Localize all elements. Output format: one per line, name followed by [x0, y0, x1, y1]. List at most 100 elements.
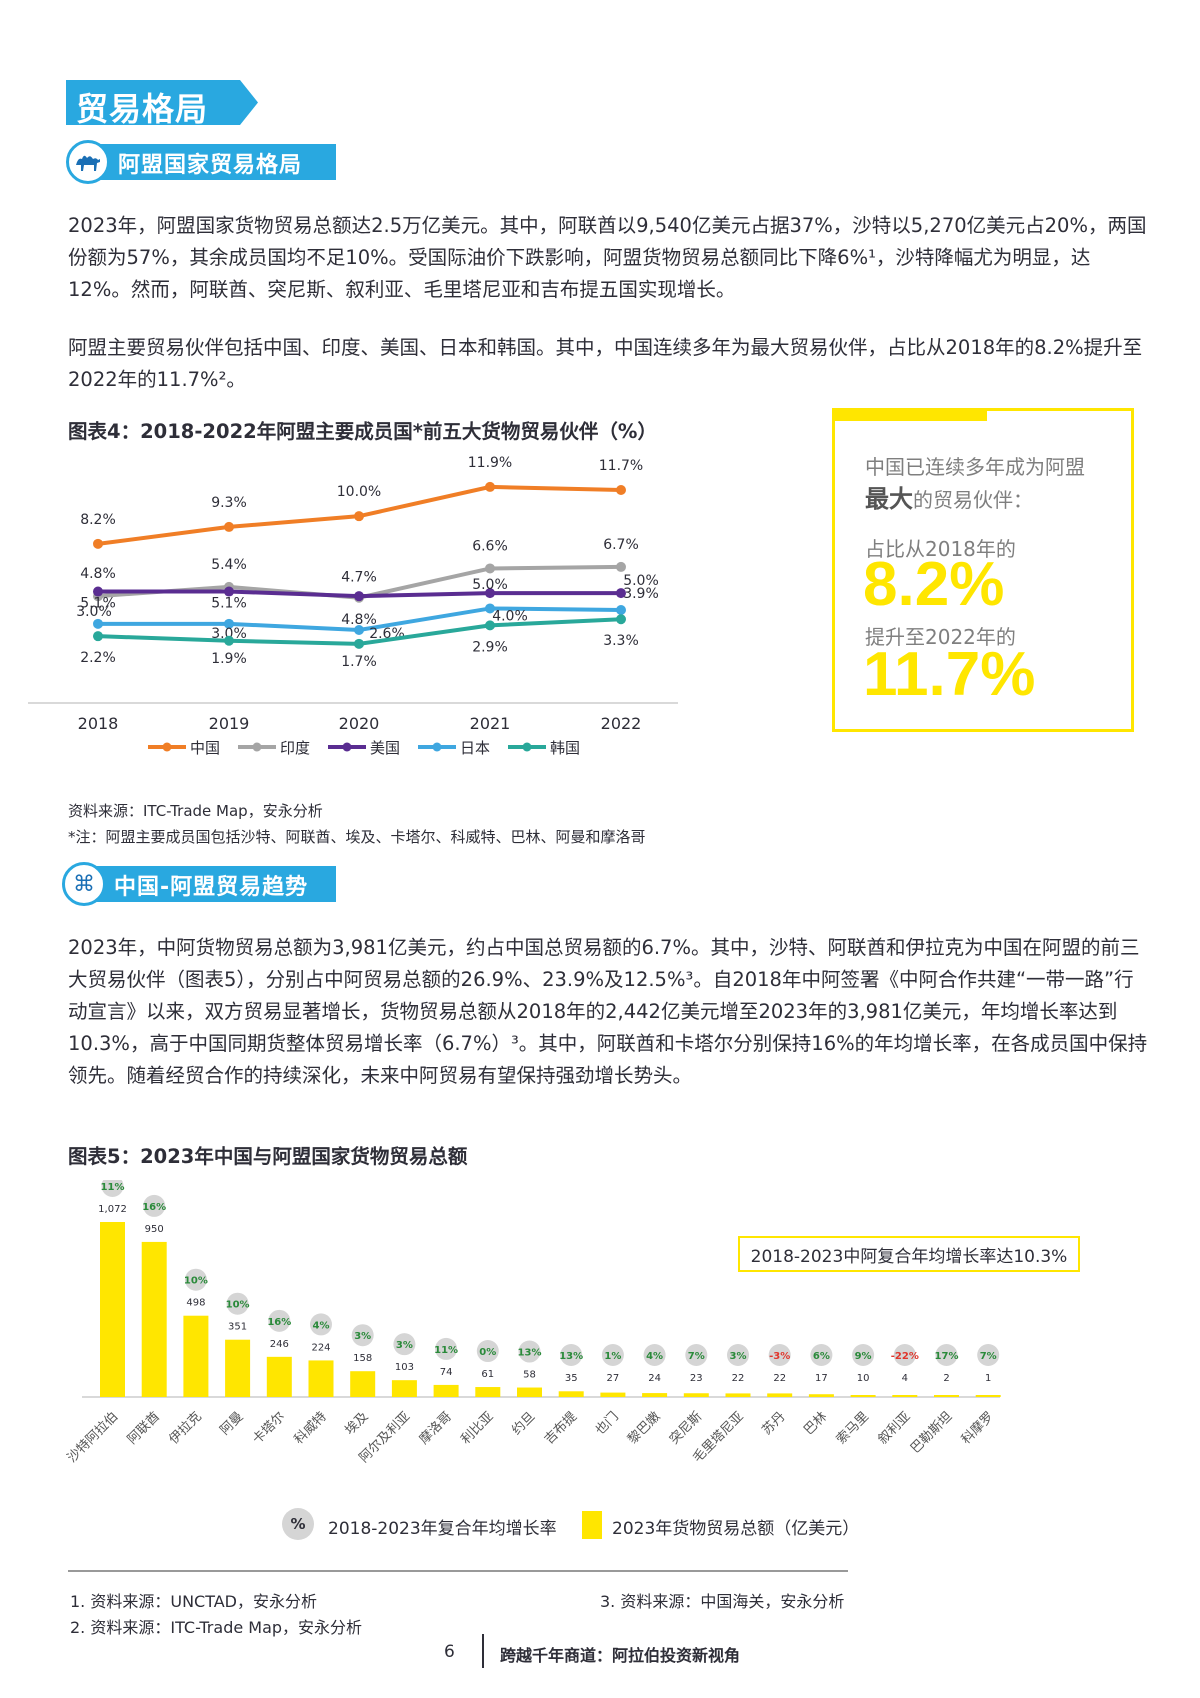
growth-badge	[935, 1344, 958, 1366]
bar-value-label: 224	[311, 1342, 330, 1353]
category-label: 也门	[593, 1409, 622, 1438]
bar-value-label: 24	[648, 1373, 661, 1384]
data-label: 6.7%	[603, 537, 639, 553]
category-label: 索马里	[834, 1409, 872, 1447]
bar	[308, 1360, 334, 1397]
growth-label: 4%	[313, 1320, 330, 1331]
growth-label: -3%	[769, 1351, 790, 1362]
figure-4-note: *注：阿盟主要成员国包括沙特、阿联酋、埃及、卡塔尔、科威特、巴林、阿曼和摩洛哥	[68, 828, 646, 846]
footer-title: 跨越千年商道：阿拉伯投资新视角	[500, 1646, 741, 1665]
data-point	[93, 538, 103, 549]
growth-label: 7%	[688, 1351, 705, 1362]
data-label: 9.3%	[211, 495, 247, 511]
data-label: 2.2%	[80, 650, 116, 666]
bar-value-label: 58	[523, 1370, 536, 1381]
data-point	[616, 485, 626, 495]
bar	[934, 1395, 959, 1397]
data-label: 5.1%	[80, 596, 116, 612]
growth-badge	[184, 1268, 207, 1291]
growth-label: 13%	[559, 1351, 583, 1362]
legend-label: 印度	[280, 739, 310, 757]
bar-value-label: 2	[943, 1373, 949, 1384]
data-label: 5.0%	[472, 577, 508, 593]
growth-badge	[893, 1344, 916, 1366]
growth-badge	[768, 1344, 791, 1366]
bar-value-label: 1	[985, 1373, 991, 1384]
data-label: 5.0%	[623, 573, 659, 589]
bar	[558, 1391, 584, 1397]
bar	[600, 1392, 626, 1397]
growth-badge	[101, 1180, 124, 1197]
data-point	[224, 586, 234, 597]
bar	[892, 1395, 918, 1397]
callout-big-value-1: 8.2%	[863, 550, 1005, 619]
bar-value-label: 27	[607, 1373, 620, 1384]
data-point	[93, 618, 103, 629]
bar	[975, 1395, 1001, 1397]
data-point	[354, 511, 364, 522]
growth-label: 9%	[855, 1351, 872, 1362]
paragraph-3: 2023年，中阿货物贸易总额为3,981亿美元，约占中国总贸易额的6.7%。其中…	[68, 936, 1148, 1087]
growth-label: 1%	[604, 1351, 621, 1362]
callout-line-2: 的贸易伙伴：	[913, 488, 1033, 512]
x-tick-label: 2019	[209, 714, 250, 733]
category-label: 黎巴嫩	[625, 1409, 663, 1447]
growth-badge	[518, 1340, 541, 1363]
growth-label: 13%	[518, 1348, 542, 1359]
paragraph-2: 阿盟主要贸易伙伴包括中国、印度、美国、日本和韩国。其中，中国连续多年为最大贸易伙…	[68, 336, 1143, 391]
category-label: 吉布提	[541, 1409, 580, 1448]
data-label: 5.1%	[211, 596, 247, 612]
growth-label: 11%	[434, 1345, 458, 1356]
bar-value-label: 351	[228, 1322, 247, 1333]
category-label: 阿联酋	[124, 1409, 163, 1448]
bar-value-label: 23	[690, 1373, 703, 1384]
legend-label: 美国	[370, 739, 400, 757]
legend-label: 韩国	[550, 739, 580, 757]
data-point	[354, 625, 364, 635]
page-number: 6	[444, 1642, 455, 1662]
paragraph-1: 2023年，阿盟国家货物贸易总额达2.5万亿美元。其中，阿联酋以9,540亿美元…	[68, 214, 1147, 301]
figure-5-title: 图表5：2023年中国与阿盟国家货物贸易总额	[68, 1145, 468, 1168]
growth-label: 7%	[980, 1351, 997, 1362]
bar-legend-marker	[582, 1511, 602, 1539]
growth-badge	[268, 1309, 291, 1332]
bar-value-label: 22	[732, 1373, 745, 1384]
data-point	[224, 618, 234, 629]
x-tick-label: 2020	[339, 714, 380, 733]
callout-big-value-2: 11.7%	[863, 640, 1036, 709]
bar	[391, 1380, 417, 1397]
category-label: 卡塔尔	[250, 1409, 288, 1447]
subsection-banner-2: ⌘ 中国-阿盟贸易趋势	[62, 862, 362, 906]
bar	[475, 1387, 501, 1397]
category-label: 埃及	[343, 1409, 372, 1438]
subsection-bar	[92, 866, 336, 902]
data-label: 11.9%	[468, 455, 512, 471]
callout-line-4: 提升至2022年的	[865, 625, 1016, 649]
data-label: 1.9%	[211, 651, 247, 667]
category-label: 苏丹	[759, 1409, 789, 1439]
growth-badge	[810, 1344, 833, 1366]
growth-label: 3%	[396, 1340, 413, 1351]
growth-badge	[852, 1344, 875, 1366]
data-label: 10.0%	[337, 484, 381, 500]
category-label: 沙特阿拉伯	[65, 1409, 122, 1466]
data-point	[485, 588, 495, 599]
growth-label: 10%	[226, 1300, 250, 1311]
bar-chart-legend: % 2018-2023年复合年均增长率 2023年货物贸易总额（亿美元）	[282, 1508, 882, 1542]
growth-badge	[977, 1344, 1000, 1366]
footnote-3: 3. 资料来源：中国海关，安永分析	[600, 1592, 845, 1611]
data-label: 4.8%	[80, 566, 116, 582]
data-point	[93, 631, 103, 642]
data-label: 3.3%	[603, 633, 639, 649]
callout-emphasis: 最大	[865, 485, 913, 513]
link-icon: ⌘	[62, 862, 106, 906]
category-label: 科摩罗	[958, 1409, 997, 1448]
bar-legend-label: 2023年货物贸易总额（亿美元）	[612, 1519, 860, 1539]
section-title: 贸易格局	[76, 90, 209, 128]
bar-value-label: 103	[395, 1362, 414, 1373]
data-point	[224, 521, 234, 532]
footnote-divider	[68, 1570, 848, 1572]
category-label: 摩洛哥	[416, 1409, 455, 1448]
callout-line-1: 中国已连续多年成为阿盟	[865, 455, 1085, 479]
legend-marker	[342, 742, 352, 752]
